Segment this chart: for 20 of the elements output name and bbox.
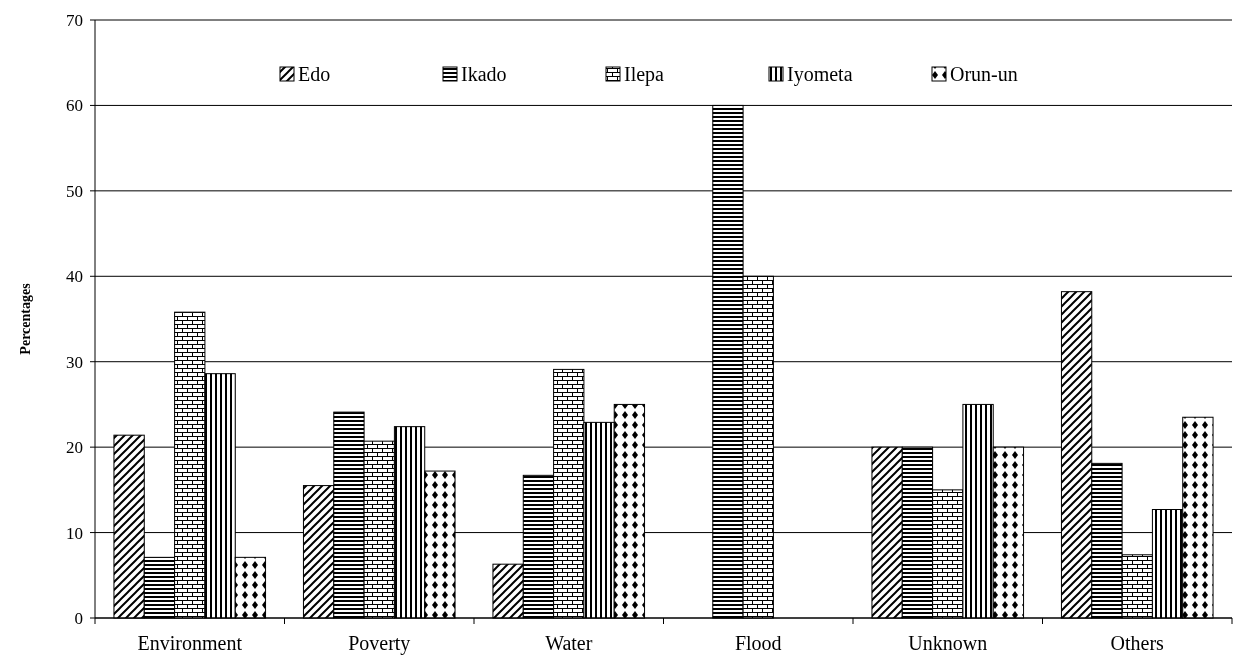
- legend-label: Orun-un: [950, 63, 1018, 85]
- x-tick-label: Poverty: [348, 632, 411, 655]
- x-tick-label: Flood: [734, 632, 782, 654]
- legend-label: Iyometa: [787, 63, 853, 86]
- legend-label: Ilepa: [624, 63, 665, 86]
- y-tick-label: 20: [66, 438, 83, 458]
- y-tick-label: 10: [66, 523, 83, 543]
- y-tick-label: 70: [66, 10, 83, 30]
- legend-label: Edo: [298, 63, 331, 85]
- x-tick-label: Unknown: [908, 632, 988, 654]
- y-tick-label: 0: [74, 608, 83, 628]
- y-tick-label: 60: [66, 96, 83, 116]
- legend-label: Ikado: [461, 63, 507, 85]
- x-tick-label: Others: [1110, 632, 1165, 654]
- x-tick-label: Environment: [137, 632, 243, 654]
- y-tick-label: 50: [66, 181, 83, 201]
- y-tick-label: 30: [66, 352, 83, 372]
- y-tick-label: 40: [66, 267, 83, 287]
- y-axis-title: Percentages: [18, 282, 33, 355]
- x-tick-label: Water: [545, 632, 593, 654]
